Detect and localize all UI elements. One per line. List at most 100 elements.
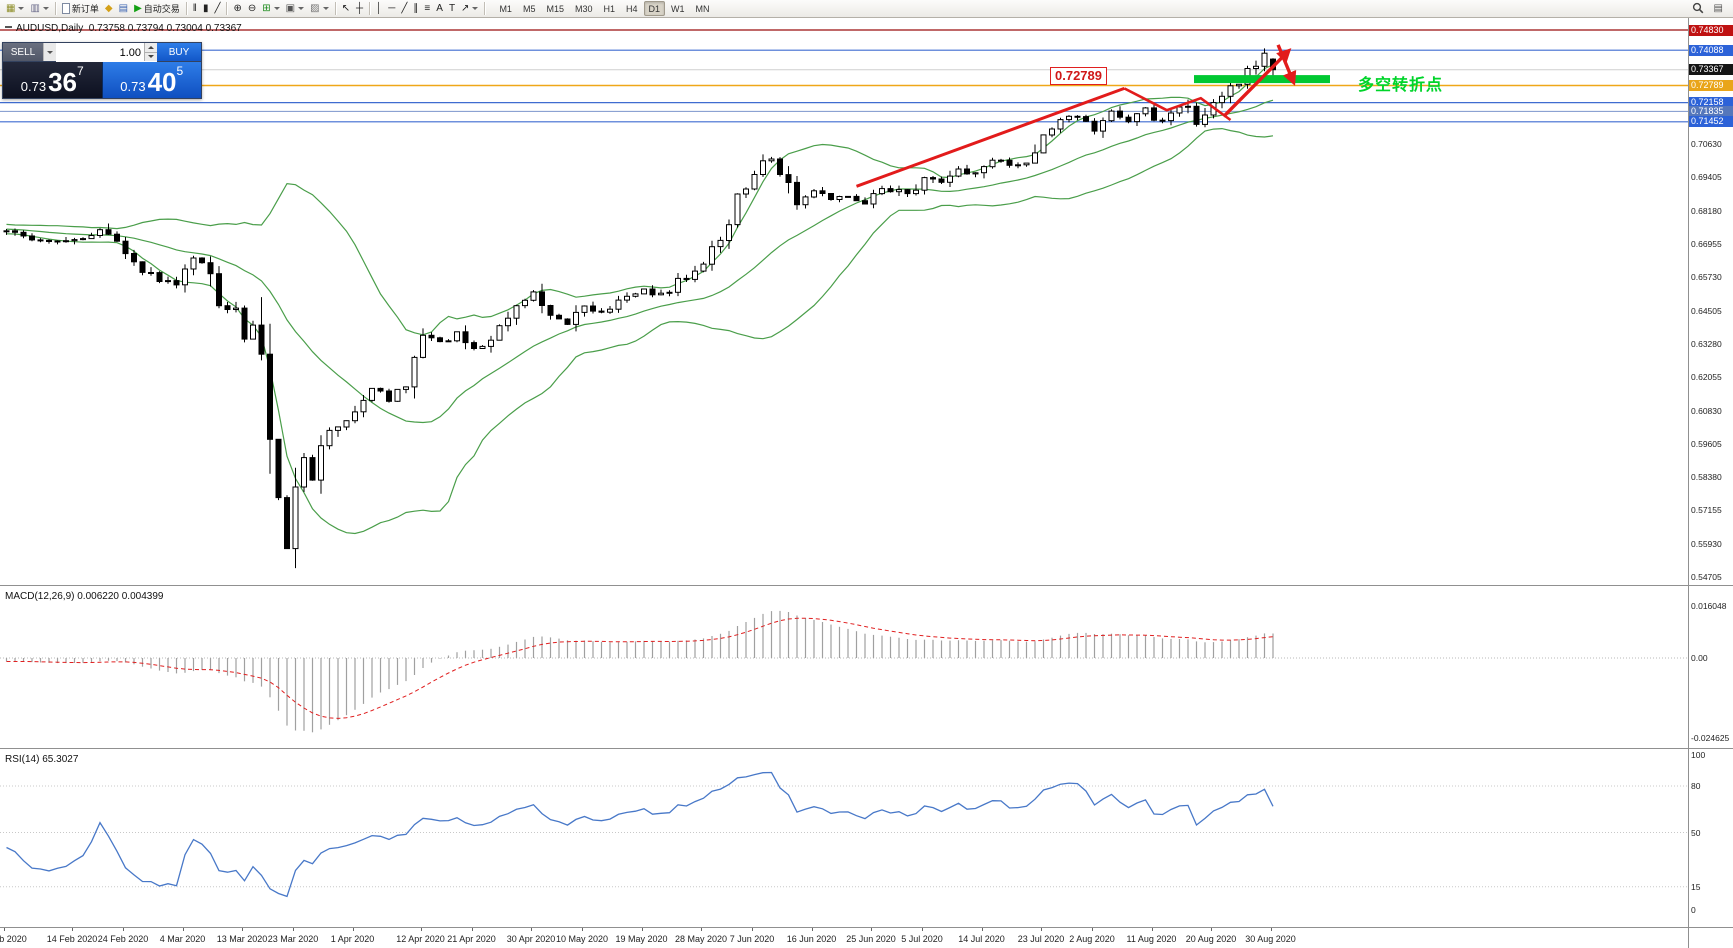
panel-resize-handle[interactable] — [0, 586, 1733, 589]
date-tick — [641, 928, 643, 931]
rsi-line — [6, 771, 1274, 898]
timeframe-mn[interactable]: MN — [695, 3, 710, 14]
price-axis-label: 0.59605 — [1691, 438, 1722, 449]
date-tick — [293, 928, 294, 931]
macd-axis[interactable]: 0.016048 0.00 -0.024625 — [1688, 586, 1733, 748]
rsi-axis[interactable]: 100 80 50 15 0 — [1688, 749, 1733, 927]
toolbar-separator — [54, 2, 56, 15]
trade-options-dropdown[interactable] — [43, 43, 56, 61]
timeframe-h1[interactable]: H1 — [603, 3, 616, 14]
fibonacci-button[interactable]: ≡ — [421, 1, 433, 17]
new-order-icon — [61, 3, 70, 14]
timeframe-m5[interactable]: M5 — [522, 3, 536, 14]
text-label-icon: T — [448, 2, 456, 14]
line-chart-button[interactable]: ╱ — [211, 1, 223, 17]
chart-profiles-button[interactable]: ▥ — [27, 1, 51, 17]
buy-price-button[interactable]: 0.73 40 5 — [101, 62, 201, 98]
date-label: 20 Aug 2020 — [1185, 934, 1237, 944]
vertical-line-button[interactable]: │ — [373, 1, 385, 17]
new-ch art-button[interactable]: ▦ — [3, 1, 27, 17]
timeframe-m15[interactable]: M15 — [546, 3, 564, 14]
price-axis[interactable]: 0.70630 0.69405 0.68180 0.66955 0.65730 0.645… — [1688, 18, 1733, 585]
date-tick — [72, 928, 73, 931]
volume-input[interactable] — [56, 44, 157, 62]
date-label: 24 Feb 2020 — [97, 934, 149, 944]
main-chart-panel[interactable]: AUDUSD,Daily 0.73758 0.73794 0.73004 0.7… — [0, 18, 1733, 585]
toolbar-separator — [369, 2, 371, 15]
new-order-button[interactable]: 新订单 — [59, 1, 102, 17]
crosshair-button[interactable]: ┼ — [353, 1, 366, 17]
date-label: 16 Jun 2020 — [786, 934, 837, 944]
date-label: 7 Jun 2020 — [729, 934, 775, 944]
volume-decrease-button[interactable] — [145, 51, 157, 61]
text-label-button[interactable]: T — [446, 1, 458, 17]
date-tick — [1270, 928, 1272, 931]
autotrading-button[interactable]: ▶ 自动交易 — [131, 1, 183, 17]
search-button[interactable] — [1689, 1, 1708, 17]
cursor-button[interactable]: ↖ — [339, 1, 353, 17]
market-watch-button[interactable]: ▤ — [116, 1, 131, 17]
date-tick — [123, 928, 124, 931]
panel-resize-handle[interactable] — [0, 749, 1733, 752]
indicators-button[interactable]: ⊞ — [259, 1, 282, 17]
bar-chart-button[interactable]: ‖ — [190, 1, 200, 17]
price-level-label[interactable]: 0.72789 — [1050, 67, 1107, 86]
channel-button[interactable]: ∥ — [410, 1, 421, 17]
sell-price-button[interactable]: 0.73 36 7 — [3, 62, 102, 98]
date-label: 10 May 2020 — [555, 934, 609, 944]
timeframe-h4[interactable]: H4 — [626, 3, 638, 14]
date-label: 30 Aug 2020 — [1245, 934, 1296, 944]
arrows-button[interactable]: ↗ — [458, 1, 481, 17]
timeframe-d1[interactable]: D1 — [643, 1, 666, 16]
periods-button[interactable]: ▣ — [283, 1, 307, 17]
zoom-in-button[interactable]: ⊕ — [230, 1, 244, 17]
date-label: 12 Apr 2020 — [396, 934, 445, 944]
toolbar-separator — [484, 2, 486, 15]
candles-layer[interactable] — [3, 48, 1276, 569]
crosshair-icon: ┼ — [355, 2, 364, 14]
down-arrow-icon — [148, 55, 154, 59]
bar-chart-icon: ‖ — [192, 2, 197, 14]
rsi-subwindow[interactable]: RSI(14) 65.3027 100 80 50 15 0 — [0, 748, 1733, 927]
rsi-chart[interactable] — [0, 749, 1688, 927]
toolbar-separator — [226, 2, 228, 15]
date-label: 30 Apr 2020 — [506, 934, 556, 944]
timeframe-w1[interactable]: W1 — [671, 3, 685, 14]
axis-corner — [1688, 928, 1733, 948]
zoom-out-button[interactable]: ⊖ — [245, 1, 259, 17]
volume-increase-button[interactable] — [145, 43, 157, 52]
date-label: 2 Aug 2020 — [1069, 934, 1115, 944]
periods-icon: ▣ — [285, 2, 296, 14]
timeframe-m30[interactable]: M30 — [574, 3, 593, 14]
date-tick — [811, 928, 813, 931]
templates-button[interactable]: ▨ — [307, 1, 331, 17]
buy-button[interactable]: BUY — [157, 43, 201, 61]
horizontal-line-button[interactable]: ─ — [385, 1, 398, 17]
macd-chart[interactable] — [0, 586, 1688, 748]
layout-button[interactable]: ▤ — [1711, 1, 1726, 17]
sell-button[interactable]: SELL — [3, 43, 43, 61]
price-axis-label: 0.63280 — [1691, 338, 1722, 349]
rsi-axis-label: 0 — [1691, 905, 1696, 915]
candlestick-chart-button[interactable]: ▮ — [200, 1, 212, 17]
macd-axis-label: -0.024625 — [1691, 732, 1730, 743]
price-chart[interactable] — [0, 18, 1688, 585]
fibonacci-icon: ≡ — [424, 2, 431, 14]
toolbar: ▦ ▥ 新订单 ◆ ▤ ▶ 自动交易 ‖ ▮ ╱ ⊕ ⊖ ⊞ ▣ ▨ ↖ ┼ │ ─ ╱ ∥ ≡ A T ↗ M1 M5 M15 M30… — [0, 0, 1733, 18]
macd-histogram — [5, 610, 1274, 733]
sell-price-pips: 36 — [48, 67, 78, 97]
level-lines-layer[interactable] — [0, 29, 1688, 123]
text-button[interactable]: A — [433, 1, 446, 17]
metaquotes-button[interactable]: ◆ — [102, 1, 116, 17]
timeframe-m1[interactable]: M1 — [499, 3, 512, 14]
price-tag: 0.74088 — [1689, 44, 1733, 56]
date-label: 23 Jul 2020 — [1017, 934, 1065, 944]
rsi-axis-label: 50 — [1691, 827, 1701, 838]
date-tick — [981, 928, 983, 931]
date-tick — [582, 928, 583, 931]
market-watch-icon: ▤ — [118, 2, 129, 14]
trend-arrows[interactable] — [855, 44, 1297, 188]
macd-subwindow[interactable]: MACD(12,26,9) 0.006220 0.004399 0.016048… — [0, 585, 1733, 748]
trendline-button[interactable]: ╱ — [398, 1, 410, 17]
